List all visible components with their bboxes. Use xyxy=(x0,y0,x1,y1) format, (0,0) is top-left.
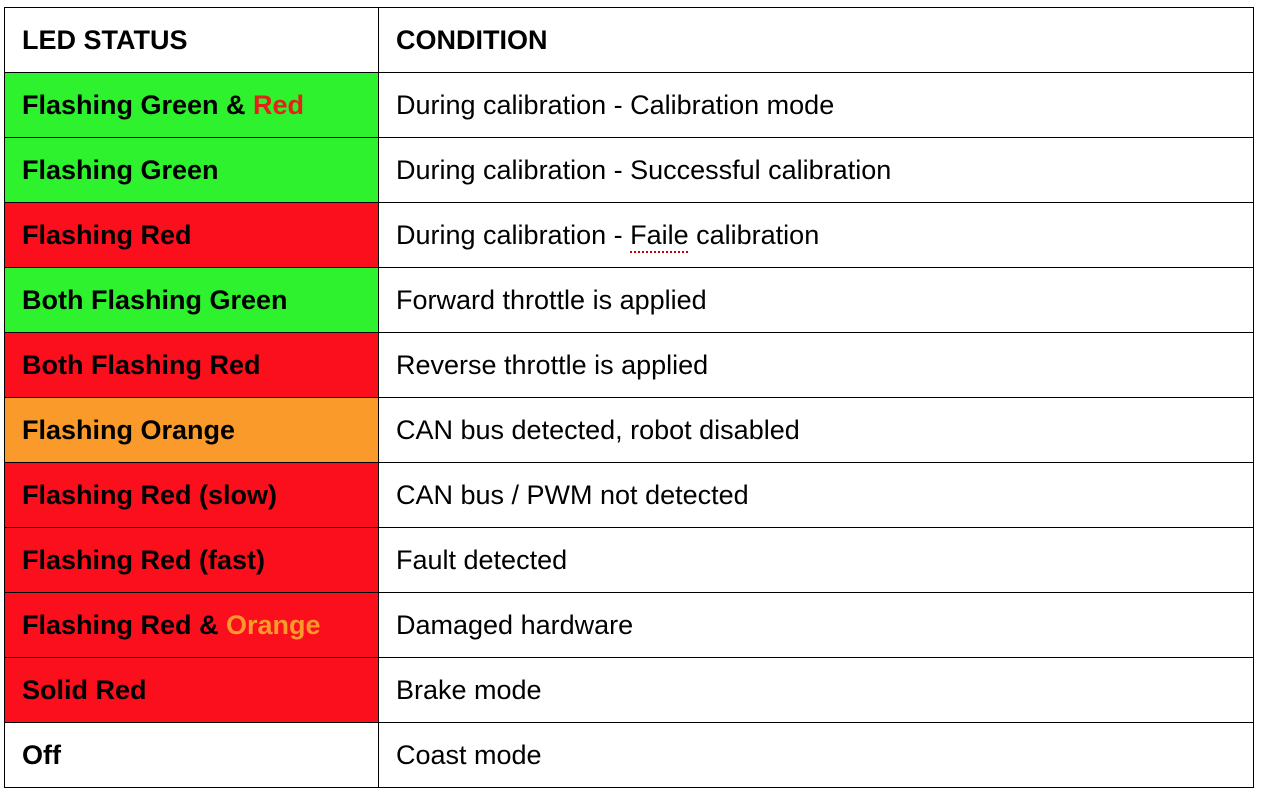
condition-cell: During calibration - Faile calibration xyxy=(378,202,1254,268)
led-status-cell: Flashing Red xyxy=(4,202,379,268)
led-status-text: Flashing Green xyxy=(22,154,219,185)
table-row: Flashing Red (fast) Fault detected xyxy=(4,527,1254,593)
led-status-cell: Off xyxy=(4,722,379,788)
led-status-text: Solid Red xyxy=(22,674,147,705)
led-status-cell: Solid Red xyxy=(4,657,379,723)
table-header-row: LED STATUS CONDITION xyxy=(4,7,1254,73)
spellcheck-underlined-word: Faile xyxy=(630,219,689,250)
led-status-text: Flashing Red xyxy=(22,219,192,250)
condition-cell: Coast mode xyxy=(378,722,1254,788)
led-status-text: Flashing Red (slow) xyxy=(22,479,278,510)
condition-cell: CAN bus detected, robot disabled xyxy=(378,397,1254,463)
condition-cell: CAN bus / PWM not detected xyxy=(378,462,1254,528)
condition-cell: Fault detected xyxy=(378,527,1254,593)
condition-cell: Reverse throttle is applied xyxy=(378,332,1254,398)
led-status-cell: Flashing Red (fast) xyxy=(4,527,379,593)
led-status-cell: Flashing Green xyxy=(4,137,379,203)
led-status-text: Both Flashing Green xyxy=(22,284,288,315)
led-status-cell: Flashing Red & Orange xyxy=(4,592,379,658)
led-status-cell: Both Flashing Green xyxy=(4,267,379,333)
led-status-cell: Both Flashing Red xyxy=(4,332,379,398)
table-row: Both Flashing Green Forward throttle is a… xyxy=(4,267,1254,333)
table-row: Solid Red Brake mode xyxy=(4,657,1254,723)
table-row: Flashing Red (slow) CAN bus / PWM not det… xyxy=(4,462,1254,528)
led-status-text: Flashing Green & xyxy=(22,89,254,120)
condition-cell: Brake mode xyxy=(378,657,1254,723)
led-status-text: Red xyxy=(253,89,305,120)
condition-cell: During calibration - Calibration mode xyxy=(378,72,1254,138)
led-status-text: Orange xyxy=(226,609,321,640)
led-status-cell: Flashing Orange xyxy=(4,397,379,463)
table-row: Flashing Green & Red During calibration -… xyxy=(4,72,1254,138)
led-status-text: Both Flashing Red xyxy=(22,349,261,380)
led-status-table: LED STATUS CONDITION Flashing Green & Re… xyxy=(4,7,1254,788)
table-row: Flashing Red During calibration - Faile c… xyxy=(4,202,1254,268)
table-row: Flashing Red & Orange Damaged hardware xyxy=(4,592,1254,658)
table-row: Flashing Orange CAN bus detected, robot d… xyxy=(4,397,1254,463)
table-row: Flashing Green During calibration - Succe… xyxy=(4,137,1254,203)
table-row: Off Coast mode xyxy=(4,722,1254,788)
condition-cell: Damaged hardware xyxy=(378,592,1254,658)
condition-cell: Forward throttle is applied xyxy=(378,267,1254,333)
led-status-text: Off xyxy=(22,739,61,770)
led-status-text: Flashing Red & xyxy=(22,609,227,640)
header-led-status: LED STATUS xyxy=(4,7,379,73)
led-status-cell: Flashing Red (slow) xyxy=(4,462,379,528)
led-status-text: Flashing Orange xyxy=(22,414,236,445)
led-status-cell: Flashing Green & Red xyxy=(4,72,379,138)
condition-cell: During calibration - Successful calibrat… xyxy=(378,137,1254,203)
table-row: Both Flashing Red Reverse throttle is app… xyxy=(4,332,1254,398)
table-body: Flashing Green & Red During calibration -… xyxy=(4,72,1254,788)
header-condition: CONDITION xyxy=(378,7,1254,73)
led-status-text: Flashing Red (fast) xyxy=(22,544,266,575)
